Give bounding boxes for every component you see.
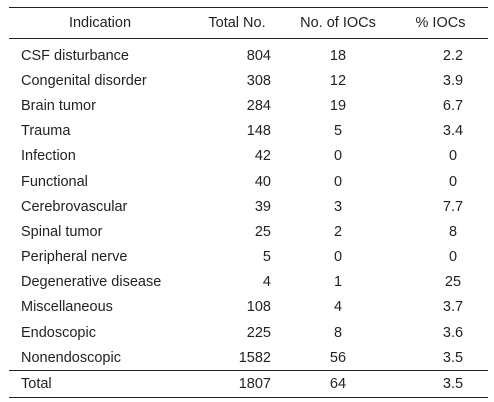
table-cell: Total — [9, 370, 191, 398]
table-cell: 5 — [333, 123, 343, 140]
table-body: CSF disturbance 804 18 2.2 Congenital disord… — [9, 39, 488, 398]
table-cell: 39 — [254, 198, 271, 215]
table-cell: 3.4 — [442, 123, 464, 140]
table-cell: 6.7 — [442, 97, 464, 114]
table-cell: 5 — [262, 249, 271, 266]
table-cell: 18 — [329, 47, 347, 64]
table-cell: 40 — [254, 173, 271, 190]
table-cell: Infection — [21, 148, 76, 165]
table-cell: Congenital disorder — [21, 72, 147, 89]
table-cell: CSF disturbance — [21, 47, 129, 64]
table-cell: 3.5 — [442, 349, 464, 366]
table-cell: 7.7 — [442, 198, 464, 215]
table-cell: Nonendoscopic — [21, 349, 121, 366]
table-cell: 0 — [448, 173, 458, 190]
table-cell: Cerebrovascular — [21, 198, 128, 215]
table-cell: 4 — [262, 274, 271, 291]
table-row: CSF disturbance 804 18 2.2 — [9, 39, 488, 69]
table-cell: 3.7 — [442, 299, 464, 316]
table-cell: 25 — [444, 274, 462, 291]
header-row: Indication Total No. No. of IOCs% IOCs — [9, 7, 488, 39]
table-cell: 1582 — [238, 349, 271, 366]
table-cell: 1 — [333, 274, 343, 291]
table-cell: 3 — [333, 198, 343, 215]
header-cell: % IOCs — [393, 7, 488, 39]
table-cell: Brain tumor — [21, 97, 96, 114]
table-cell: 12 — [329, 72, 347, 89]
header-cell: No. of IOCs — [283, 7, 393, 39]
table-cell: 148 — [246, 123, 271, 140]
table-cell: Trauma — [21, 123, 71, 140]
table-cell: 1807 — [191, 370, 283, 398]
table-cell: 3.6 — [442, 324, 464, 341]
table-cell: 8 — [448, 223, 458, 240]
table-cell: 0 — [333, 173, 343, 190]
table-row: Infection 42 0 0 — [9, 144, 488, 169]
table-row: Brain tumor 284 19 6.7 — [9, 93, 488, 118]
table-row: Miscellaneous 108 4 3.7 — [9, 295, 488, 320]
table-row: Peripheral nerve 5 0 0 — [9, 245, 488, 270]
table-cell: 0 — [333, 249, 343, 266]
table-cell: Endoscopic — [21, 324, 96, 341]
table-row: Degenerative disease 4 1 25 — [9, 270, 488, 295]
table-cell: 108 — [246, 299, 271, 316]
table-cell: Miscellaneous — [21, 299, 113, 316]
table-cell: 308 — [246, 72, 271, 89]
table-cell: 225 — [246, 324, 271, 341]
table-cell: Spinal tumor — [21, 223, 103, 240]
table-cell: 2 — [333, 223, 343, 240]
table-cell: 56 — [329, 349, 347, 366]
table-row: Total 1807 64 3.5 — [9, 370, 488, 398]
table-row: Spinal tumor 25 2 8 — [9, 219, 488, 244]
table-row: Congenital disorder 308 12 3.9 — [9, 68, 488, 93]
table-cell: 19 — [329, 97, 347, 114]
header-cell: Total No. — [191, 7, 283, 39]
table: Indication Total No. No. of IOCs% IOCs CSF… — [9, 7, 488, 398]
table-cell: Degenerative disease — [21, 274, 162, 291]
table-cell: 25 — [254, 223, 271, 240]
table-cell: 804 — [246, 47, 271, 64]
table-cell: 8 — [333, 324, 343, 341]
table-row: Endoscopic 225 8 3.6 — [9, 320, 488, 345]
table-cell: Functional — [21, 173, 88, 190]
table-cell: 64 — [283, 370, 393, 398]
table-row: Cerebrovascular 39 3 7.7 — [9, 194, 488, 219]
table-cell: 4 — [333, 299, 343, 316]
table-cell: 0 — [333, 148, 343, 165]
table-cell: 42 — [254, 148, 271, 165]
table-cell: 0 — [448, 148, 458, 165]
table-cell: 2.2 — [442, 47, 464, 64]
table-row: Nonendoscopic 1582 56 3.5 — [9, 345, 488, 371]
table-cell: Peripheral nerve — [21, 249, 128, 266]
table-row: Trauma 148 5 3.4 — [9, 119, 488, 144]
table-cell: 0 — [448, 249, 458, 266]
table-cell: 3.9 — [442, 72, 464, 89]
table-cell: 284 — [246, 97, 271, 114]
table-cell: 3.5 — [393, 370, 488, 398]
table-row: Functional 40 0 0 — [9, 169, 488, 194]
header-cell: Indication — [9, 7, 191, 39]
